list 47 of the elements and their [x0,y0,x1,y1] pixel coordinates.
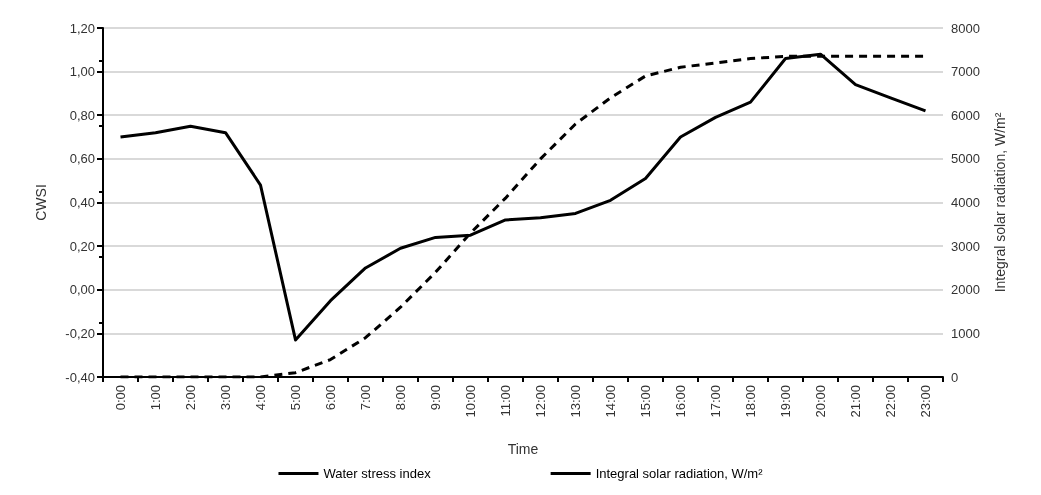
y-tick-label: 1,00 [69,64,95,80]
y-tick-label: 0,00 [69,282,95,298]
x-tick-label: 6:00 [323,385,338,411]
y-axis-title: CWSI [33,184,49,221]
x-tick-label: 5:00 [288,385,303,411]
x-tick-label: 8:00 [393,385,408,411]
x-tick-label: 16:00 [673,385,688,418]
y2-axis-title: Integral solar radiation, W/m² [992,112,1008,293]
y-tick-label: 0,40 [69,195,95,210]
x-tick-label: 23:00 [918,385,933,418]
y2-tick-label: 1000 [951,325,980,341]
y2-tick-label: 7000 [951,64,980,80]
x-tick-label: 13:00 [568,385,583,418]
y2-tick-label: 4000 [951,195,980,210]
x-tick-label: 9:00 [428,385,443,411]
x-tick-label: 21:00 [848,385,863,418]
x-tick-label: 18:00 [743,385,758,418]
y2-tick-label: 6000 [951,107,980,123]
x-tick-label: 19:00 [778,385,793,418]
y-tick-label: 0,60 [69,151,95,167]
x-tick-label: 11:00 [498,385,513,417]
x-tick-label: 15:00 [638,385,653,418]
x-tick-label: 2:00 [183,385,198,411]
x-tick-label: 10:00 [463,385,478,418]
y-tick-label: 0,80 [69,107,95,123]
x-tick-label: 22:00 [883,385,898,418]
y2-tick-label: 8000 [951,20,980,36]
legend-label: Integral solar radiation, W/m² [595,466,764,481]
x-tick-label: 12:00 [533,385,548,418]
y2-tick-label: 2000 [951,282,980,298]
x-tick-label: 4:00 [253,385,268,411]
x-tick-label: 7:00 [358,385,373,411]
y-tick-label: 0,20 [69,238,95,254]
y2-tick-label: 0 [951,369,959,385]
y2-tick-label: 3000 [951,238,980,254]
x-tick-label: 17:00 [708,385,723,418]
x-tick-label: 1:00 [148,385,163,411]
x-tick-label: 20:00 [813,385,828,418]
y-tick-label: -0,20 [65,325,95,341]
x-tick-label: 0:00 [113,385,128,411]
x-tick-label: 14:00 [603,385,618,418]
x-tick-label: 3:00 [218,385,233,411]
legend-label: Water stress index [323,466,432,481]
y2-tick-label: 5000 [951,151,980,167]
y-tick-label: -0,40 [65,369,95,385]
x-axis-title: Time [507,441,539,457]
y-tick-label: 1,20 [69,20,95,36]
